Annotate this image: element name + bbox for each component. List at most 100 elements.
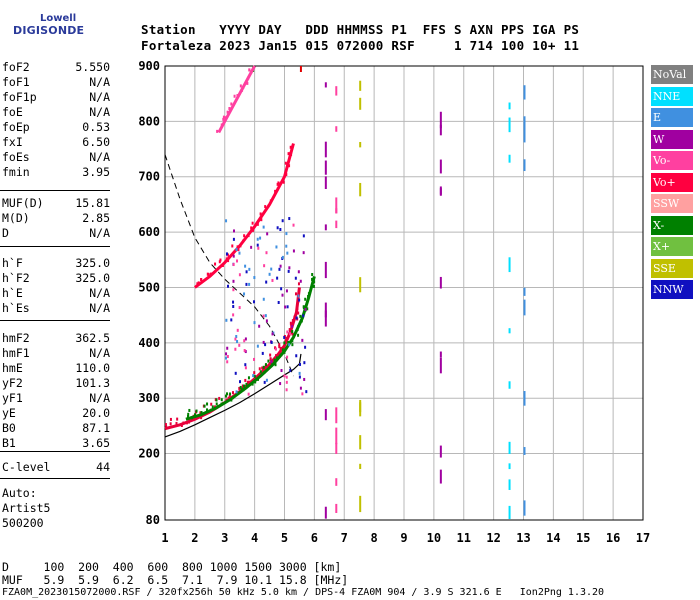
param-row: foF1 N/A bbox=[2, 75, 110, 90]
echo-dot bbox=[251, 382, 254, 386]
echo-dot bbox=[228, 394, 231, 398]
y-tick-label: 800 bbox=[138, 114, 160, 128]
echo-dot bbox=[169, 417, 172, 421]
param-row: h`F 325.0 bbox=[2, 256, 110, 271]
param-row: hmF2 362.5 bbox=[2, 331, 110, 346]
echo-dot bbox=[239, 84, 242, 88]
interference-streak bbox=[523, 447, 526, 455]
spread-echo bbox=[297, 270, 300, 274]
param-row: fmin 3.95 bbox=[2, 165, 110, 180]
echo-dot bbox=[243, 234, 246, 238]
interference-streak bbox=[439, 351, 442, 358]
spread-echo bbox=[295, 316, 298, 320]
spread-echo bbox=[244, 363, 247, 367]
auto-scaling-text: 500200 bbox=[2, 516, 44, 530]
spread-echo bbox=[298, 298, 301, 302]
spread-echo bbox=[263, 380, 266, 384]
echo-dot bbox=[297, 333, 300, 337]
dashed-profile-line bbox=[164, 154, 294, 377]
echo-dot bbox=[226, 110, 229, 114]
param-value: 0.53 bbox=[82, 120, 110, 134]
x-tick-label: 16 bbox=[606, 531, 620, 545]
auto-scaling-line: Artist5 bbox=[2, 501, 110, 516]
echo-dot bbox=[241, 88, 244, 92]
interference-streak bbox=[324, 141, 327, 158]
legend-item: X+ bbox=[651, 237, 693, 256]
echo-dot bbox=[210, 402, 213, 406]
y-tick-label: 400 bbox=[138, 336, 160, 350]
spread-echo bbox=[248, 282, 251, 286]
spread-echo bbox=[276, 226, 279, 230]
spread-echo bbox=[262, 314, 265, 318]
interference-streak bbox=[359, 495, 362, 513]
echo-dot bbox=[278, 343, 281, 347]
param-row: hmF1 N/A bbox=[2, 346, 110, 361]
spread-echo bbox=[264, 314, 267, 318]
echo-dot bbox=[260, 218, 263, 222]
interference-streak bbox=[324, 224, 327, 231]
echo-dot bbox=[285, 173, 288, 177]
spread-echo bbox=[238, 251, 241, 255]
interference-streak bbox=[508, 328, 511, 334]
echo-dot bbox=[247, 234, 250, 238]
spread-echo bbox=[295, 354, 298, 358]
interference-streak bbox=[335, 478, 338, 486]
legend-item: NNW bbox=[651, 280, 693, 299]
spread-echo bbox=[266, 232, 269, 236]
x-tick-label: 4 bbox=[251, 531, 258, 545]
echo-dot bbox=[193, 413, 196, 417]
interference-streak bbox=[508, 117, 511, 133]
echo-dot bbox=[313, 280, 316, 284]
spread-echo bbox=[294, 276, 297, 280]
spread-echo bbox=[279, 264, 282, 268]
spread-echo bbox=[286, 330, 289, 334]
param-row: foF2 5.550 bbox=[2, 60, 110, 75]
interference-streak bbox=[439, 357, 442, 374]
interference-streak bbox=[335, 503, 338, 513]
spread-echo bbox=[262, 340, 265, 344]
interference-streak bbox=[324, 506, 327, 519]
spread-echo bbox=[252, 374, 255, 378]
echo-dot bbox=[293, 315, 296, 319]
param-label: fmin bbox=[2, 165, 30, 179]
echo-dot bbox=[206, 402, 209, 406]
echo-dot bbox=[296, 328, 299, 332]
interference-streak bbox=[523, 116, 526, 131]
header-line-1: Station YYYY DAY DDD HHMMSS P1 FFS S AXN… bbox=[141, 22, 580, 37]
echo-dot bbox=[239, 244, 242, 248]
param-value: 87.1 bbox=[82, 421, 110, 435]
echo-dot bbox=[288, 164, 291, 168]
param-value: N/A bbox=[89, 346, 110, 360]
echo-dot bbox=[245, 382, 248, 386]
echo-dot bbox=[225, 257, 228, 261]
spread-echo bbox=[302, 314, 305, 318]
echo-dot bbox=[284, 338, 287, 342]
x-tick-label: 10 bbox=[427, 531, 441, 545]
echo-dot bbox=[218, 260, 221, 264]
spread-echo bbox=[288, 266, 291, 270]
param-label: B1 bbox=[2, 436, 16, 450]
interference-streak bbox=[508, 257, 511, 273]
echo-dot bbox=[237, 248, 240, 252]
interference-streak bbox=[335, 197, 338, 214]
lowell-logo-text: Lowell bbox=[40, 13, 77, 24]
auto-scaling-text: Auto: bbox=[2, 486, 37, 500]
echo-dot bbox=[276, 187, 279, 191]
echo-dot bbox=[196, 282, 199, 286]
param-row: B1 3.65 bbox=[2, 436, 110, 451]
spread-echo bbox=[253, 276, 256, 280]
echo-dot bbox=[219, 258, 222, 262]
spread-echo bbox=[224, 356, 227, 360]
interference-streak bbox=[359, 80, 362, 91]
spread-echo bbox=[243, 349, 246, 353]
spread-echo bbox=[257, 246, 260, 250]
spread-echo bbox=[276, 276, 279, 280]
spread-echo bbox=[248, 267, 251, 271]
echo-dot bbox=[218, 396, 221, 400]
spread-echo bbox=[302, 234, 305, 238]
param-value: 5.550 bbox=[75, 60, 110, 74]
y-tick-label: 900 bbox=[138, 59, 160, 73]
spread-echo bbox=[303, 377, 306, 381]
spread-echo bbox=[285, 375, 288, 379]
echo-dot bbox=[307, 295, 310, 299]
